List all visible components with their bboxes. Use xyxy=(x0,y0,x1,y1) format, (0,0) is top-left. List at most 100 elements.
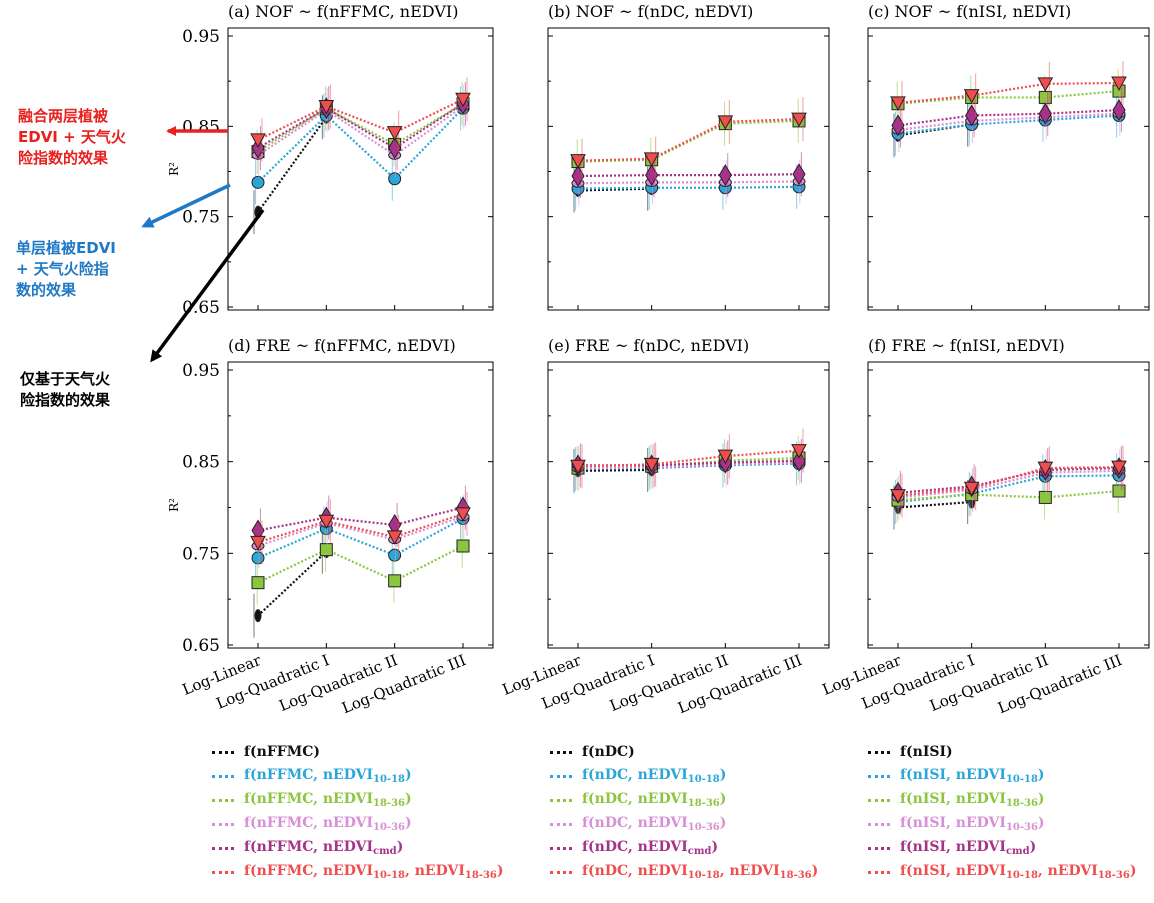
legend-ndc: f(nDC) f(nDC, nEDVI10-18) f(nDC, nEDVI18-3… xyxy=(550,740,818,884)
data-point xyxy=(890,489,906,504)
legend-entry: f(nISI, nEDVI10-18) xyxy=(868,764,1136,788)
legend-label: f(nISI, nEDVI18-36) xyxy=(900,791,1045,809)
series-line xyxy=(577,173,800,178)
series-line xyxy=(257,107,464,184)
legend-swatch xyxy=(550,870,572,874)
series-line xyxy=(897,112,1120,132)
series-0 xyxy=(573,447,656,493)
legend-entry: f(nDC, nEDVI10-18) xyxy=(550,764,818,788)
legend-label: f(nISI, nEDVI10-36) xyxy=(900,815,1045,833)
legend-label: f(nISI, nEDVI10-18, nEDVI18-36) xyxy=(900,863,1137,881)
legend-entry: f(nISI) xyxy=(868,740,1136,764)
data-point xyxy=(570,459,586,475)
y-axis-label: R² xyxy=(167,498,181,512)
legend-label: f(nDC, nEDVI18-36) xyxy=(582,791,727,809)
series-line xyxy=(897,466,1120,497)
annotation-single-layer: 单层植被EDVI + 天气火险指 数的效果 xyxy=(16,239,116,299)
series-line xyxy=(257,515,464,548)
y-tick-label: 0.85 xyxy=(182,117,220,137)
black-arrow xyxy=(150,208,265,363)
legend-entry: f(nDC) xyxy=(550,740,818,764)
legend-swatch xyxy=(212,750,234,754)
legend-swatch xyxy=(868,822,890,826)
data-point xyxy=(1112,484,1126,498)
data-point xyxy=(643,152,660,167)
chart-panel-0: (a) NOF ~ f(nFFMC, nEDVI) 0.95 0.85 0.75 0.6… xyxy=(167,2,494,318)
legend-label: f(nFFMC, nEDVI18-36) xyxy=(244,791,412,809)
series-line xyxy=(577,461,800,470)
series-line xyxy=(577,468,652,472)
legend-swatch xyxy=(550,798,572,802)
legend-label: f(nISI, nEDVI10-18) xyxy=(900,767,1045,785)
legend-entry: f(nDC, nEDVI10-18, nEDVI18-36) xyxy=(550,860,818,884)
data-point xyxy=(388,574,402,588)
plot-frame xyxy=(867,27,1150,311)
series-line xyxy=(577,185,800,190)
data-point xyxy=(1111,76,1127,92)
legend-entry: f(nDC, nEDVIcmd) xyxy=(550,836,818,860)
y-tick-label: 0.75 xyxy=(182,544,220,564)
x-tick-label: Log-Quadratic III xyxy=(995,651,1124,717)
data-point xyxy=(570,154,586,169)
series-4 xyxy=(251,485,470,553)
series-5 xyxy=(570,428,807,489)
series-3 xyxy=(251,494,470,568)
legend-label: f(nFFMC, nEDVI10-18, nEDVI18-36) xyxy=(244,863,504,881)
data-point xyxy=(250,535,266,551)
series-line xyxy=(257,545,464,584)
legend-swatch xyxy=(212,870,234,874)
series-line xyxy=(897,81,1120,104)
blue-arrow xyxy=(141,183,231,228)
data-point xyxy=(643,457,660,473)
data-point xyxy=(455,92,471,108)
legend-entry: f(nFFMC, nEDVI10-18) xyxy=(212,764,504,788)
series-5 xyxy=(890,445,1127,518)
data-point xyxy=(386,530,403,545)
chart-title: (f) FRE ~ f(nISI, nEDVI) xyxy=(868,336,1065,355)
legend-label: f(nFFMC) xyxy=(244,744,320,760)
data-point xyxy=(963,89,980,104)
chart-title: (b) NOF ~ f(nDC, nEDVI) xyxy=(548,2,753,21)
series-line xyxy=(257,102,464,153)
series-2 xyxy=(571,98,806,184)
chart-panel-3: (d) FRE ~ f(nFFMC, nEDVI) 0.95 0.85 0.75 0.6… xyxy=(167,336,494,717)
series-line xyxy=(897,500,972,509)
annotation-weather-only: 仅基于天气火 险指数的效果 xyxy=(20,370,111,409)
series-line xyxy=(897,466,1120,494)
legend-label: f(nFFMC, nEDVIcmd) xyxy=(244,839,404,857)
series-line xyxy=(257,512,464,544)
series-line xyxy=(257,506,464,532)
legend-swatch xyxy=(868,798,890,802)
legend-label: f(nISI) xyxy=(900,744,953,760)
legend-entry: f(nISI, nEDVIcmd) xyxy=(868,836,1136,860)
chart-panel-4: (e) FRE ~ f(nDC, nEDVI)Log-LinearLog-Qua… xyxy=(500,336,830,717)
series-2 xyxy=(251,524,470,605)
legend-entry: f(nISI, nEDVI18-36) xyxy=(868,788,1136,812)
data-point xyxy=(791,444,807,459)
plot-frame xyxy=(227,361,494,649)
data-point xyxy=(455,507,471,522)
legend-entry: f(nISI, nEDVI10-36) xyxy=(868,812,1136,836)
chart-title: (a) NOF ~ f(nFFMC, nEDVI) xyxy=(228,2,458,21)
legend-entry: f(nFFMC, nEDVI10-18, nEDVI18-36) xyxy=(212,860,504,884)
series-line xyxy=(257,105,464,157)
data-point xyxy=(1112,99,1126,122)
legend-nffmc: f(nFFMC) f(nFFMC, nEDVI10-18) f(nFFMC, nED… xyxy=(212,740,504,884)
series-line xyxy=(257,550,328,617)
series-line xyxy=(577,449,800,468)
legend-swatch xyxy=(550,822,572,826)
series-line xyxy=(897,489,1120,502)
legend-swatch xyxy=(868,870,890,874)
chart-title: (c) NOF ~ f(nISI, nEDVI) xyxy=(868,2,1071,21)
legend-label: f(nFFMC, nEDVI10-18) xyxy=(244,767,412,785)
data-point xyxy=(388,548,402,562)
data-point xyxy=(319,543,333,557)
legend-swatch xyxy=(868,750,890,754)
series-0 xyxy=(253,95,330,235)
data-point xyxy=(1111,460,1127,476)
data-point xyxy=(386,126,403,141)
series-0 xyxy=(253,529,330,638)
series-line xyxy=(577,118,800,162)
data-point xyxy=(791,112,807,128)
